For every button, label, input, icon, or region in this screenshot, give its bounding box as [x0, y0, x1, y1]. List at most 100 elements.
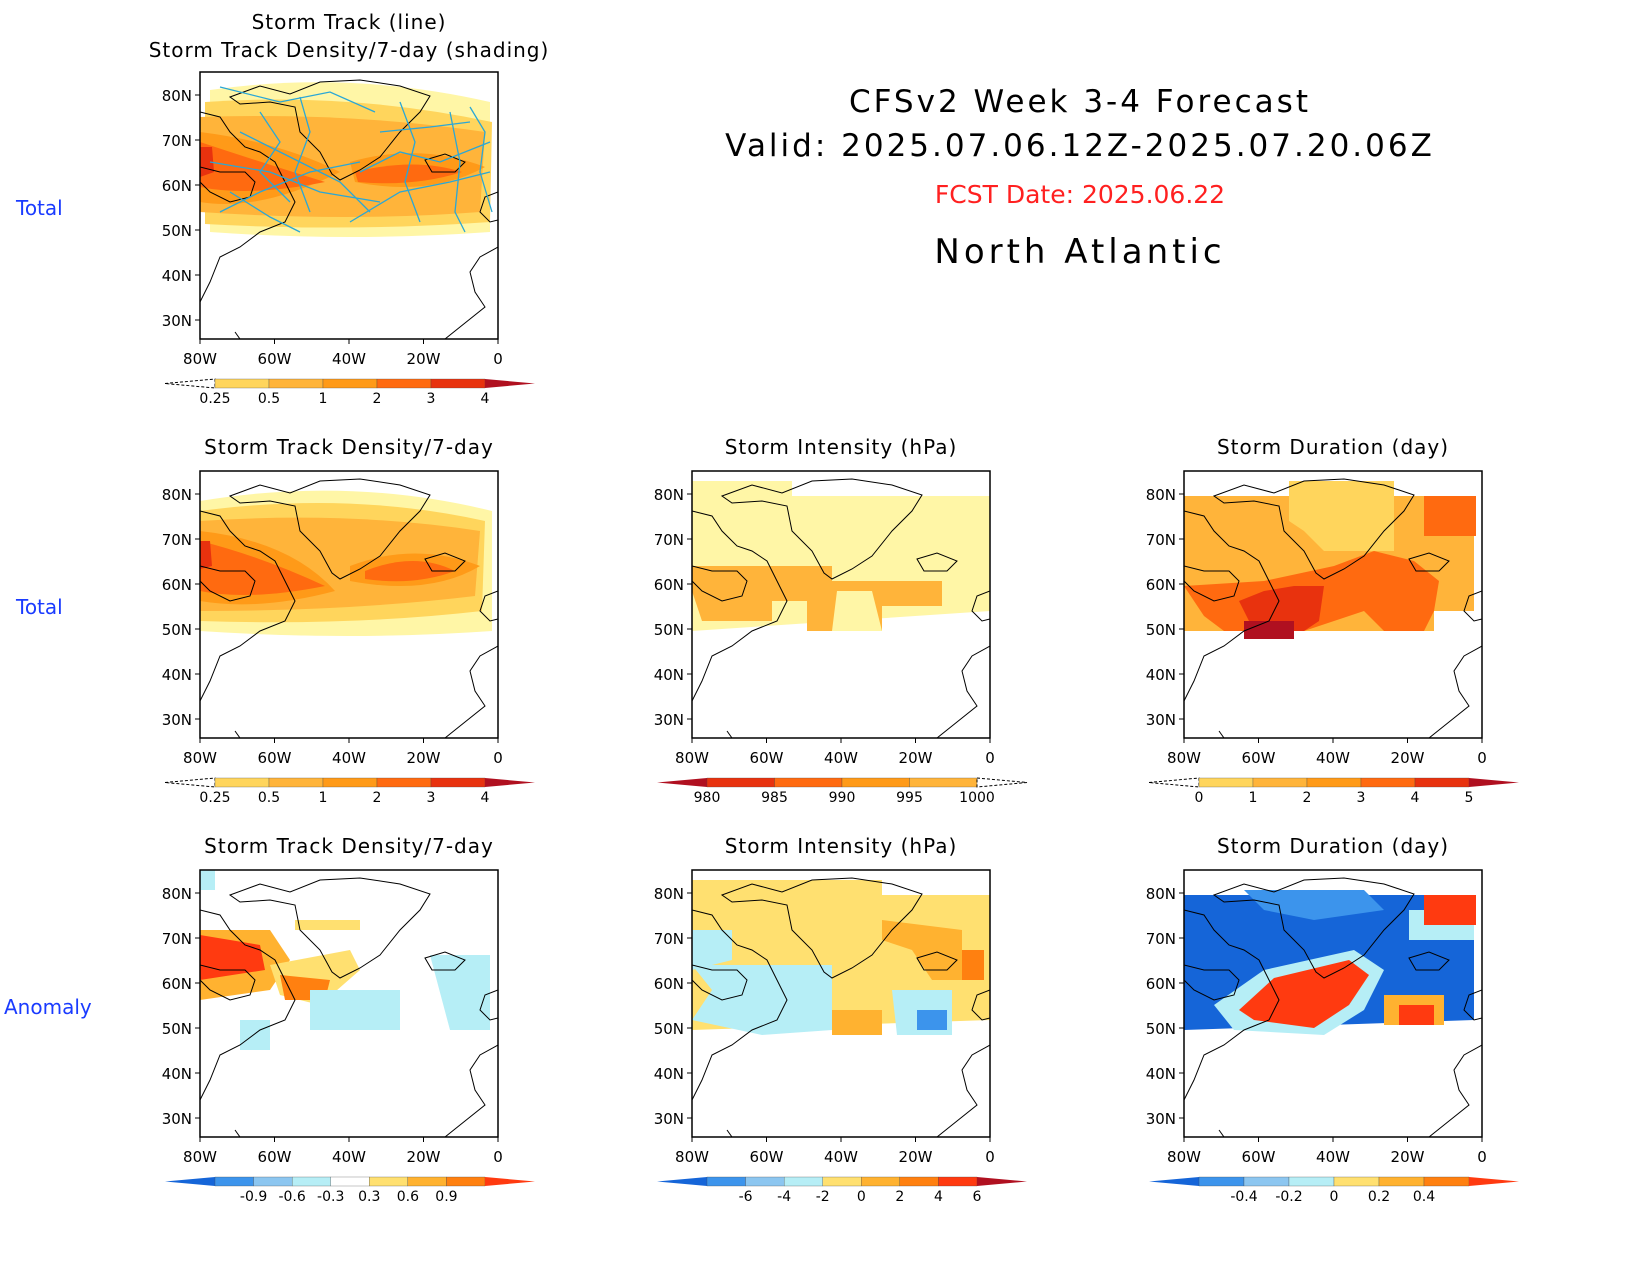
colorbar-bin	[1198, 1176, 1245, 1187]
lon-tick-label: 0	[493, 350, 503, 368]
colorbar-tick-label: 3	[427, 790, 436, 806]
storm-track-line	[294, 96, 311, 213]
colorbar-tick-label: 0.3	[358, 1189, 380, 1205]
shading-area	[1424, 895, 1476, 925]
colorbar-tick-label: 4	[481, 790, 490, 806]
lon-tick-label: 60W	[1242, 749, 1276, 767]
lat-tick-label: 30N	[162, 312, 192, 330]
lat-tick-label: 30N	[162, 711, 192, 729]
map-intensity-total: 80N 70N 60N 50N 40N 30N 80W 60W 40W 20W 0	[654, 470, 995, 767]
lon-tick-label: 0	[493, 1148, 503, 1166]
colorbar-bin	[899, 1176, 939, 1187]
storm-track-line	[209, 161, 381, 203]
lon-tick-label: 40W	[824, 749, 858, 767]
storm-track-line	[219, 86, 376, 113]
lon-tick-label: 20W	[899, 749, 933, 767]
coastline	[1428, 1044, 1482, 1137]
coastline	[720, 877, 923, 979]
colorbar-tick-label: 980	[694, 790, 721, 806]
colorbar-tick-label: -6	[739, 1189, 753, 1205]
lat-tick-label: 60N	[162, 576, 192, 594]
colorbar-tick-label: 4	[481, 391, 490, 407]
colorbar-bin	[430, 378, 486, 389]
colorbar-tick-label: 6	[973, 1189, 982, 1205]
lon-tick-label: 20W	[407, 350, 441, 368]
storm-track-line	[239, 131, 371, 213]
storm-track-line	[259, 111, 291, 203]
coastline	[234, 1129, 241, 1137]
colorbar-tick-label: 0.9	[435, 1189, 457, 1205]
lon-tick-label: 20W	[1391, 749, 1425, 767]
lat-tick-label: 50N	[162, 222, 192, 240]
map-duration-anom: 80N 70N 60N 50N 40N 30N 80W 60W 40W 20W 0	[1146, 869, 1487, 1166]
colorbar-bin	[214, 1176, 254, 1187]
coastline	[479, 191, 498, 223]
colorbar-tick-label: 1	[319, 391, 328, 407]
lat-tick-label: 70N	[162, 132, 192, 150]
storm-track-line	[349, 171, 491, 223]
storm-track-line	[219, 161, 361, 213]
colorbar-max-arrow	[485, 778, 535, 787]
coastline	[1184, 909, 1280, 1101]
colorbar-bin	[1306, 777, 1362, 788]
colorbar-bin	[745, 1176, 785, 1187]
row-label-anomaly: Anomaly	[4, 995, 92, 1019]
shading-area	[200, 541, 212, 569]
lon-tick-label: 20W	[899, 1148, 933, 1166]
colorbar-intensity-total: 980 985 990 995 1000	[657, 777, 1028, 806]
shaded-field	[1184, 877, 1482, 1137]
coastline	[971, 989, 990, 1021]
panel-title-intensity-anom: Storm Intensity (hPa)	[724, 834, 958, 858]
colorbar-tick-label: -0.2	[1275, 1189, 1302, 1205]
lon-tick-label: 80W	[675, 749, 709, 767]
coastline	[444, 645, 498, 738]
colorbar-tick-label: 2	[373, 391, 382, 407]
shading-area	[310, 990, 400, 1030]
colorbar-bin	[407, 1176, 447, 1187]
lat-tick-label: 40N	[1146, 1065, 1176, 1083]
panel-title-duration-anom: Storm Duration (day)	[1216, 834, 1450, 858]
colorbar-tick-label: 0.5	[258, 790, 280, 806]
colorbar-bin	[1360, 777, 1416, 788]
lon-tick-label: 80W	[183, 749, 217, 767]
colorbar-tick-label: 985	[761, 790, 788, 806]
lat-tick-label: 30N	[1146, 711, 1176, 729]
forecast-date: FCST Date: 2025.06.22	[934, 180, 1226, 209]
colorbar-tick-label: -0.6	[278, 1189, 305, 1205]
coastline	[726, 1129, 733, 1137]
region-name: North Atlantic	[934, 232, 1226, 272]
colorbar-max-arrow	[485, 1177, 535, 1186]
coastline	[1184, 565, 1240, 602]
coastline	[1212, 478, 1415, 580]
lon-tick-label: 0	[1477, 749, 1487, 767]
coastline	[936, 1044, 990, 1137]
shading-area	[962, 950, 984, 980]
lat-tick-label: 80N	[654, 885, 684, 903]
colorbar-max-arrow	[1469, 1177, 1519, 1186]
valid-period: Valid: 2025.07.06.12Z-2025.07.20.06Z	[725, 128, 1435, 164]
shading-area	[1244, 621, 1294, 639]
lon-tick-label: 20W	[407, 749, 441, 767]
shading-area	[200, 541, 325, 595]
coastline	[916, 951, 958, 971]
colorbar-bin	[369, 1176, 409, 1187]
panel-title-density-anom: Storm Track Density/7-day	[204, 834, 494, 858]
lat-tick-label: 70N	[654, 531, 684, 549]
colorbar-tick-label: -0.9	[240, 1189, 267, 1205]
colorbar-bin	[1423, 1176, 1470, 1187]
coastline	[234, 331, 241, 339]
colorbar-bin	[291, 1176, 331, 1187]
colorbar-tick-label: 1	[319, 790, 328, 806]
panel-title-track-total-sub: Storm Track Density/7-day (shading)	[148, 38, 550, 62]
lat-tick-label: 50N	[162, 621, 192, 639]
colorbar-max-arrow	[485, 379, 535, 388]
coastline	[1408, 951, 1450, 971]
shaded-field	[200, 870, 498, 1137]
shading-area	[1289, 481, 1394, 551]
colorbar-tick-label: -0.4	[1230, 1189, 1257, 1205]
colorbar-bin	[706, 777, 775, 788]
colorbar-min-arrow	[657, 1177, 707, 1186]
lat-tick-label: 70N	[1146, 531, 1176, 549]
lat-tick-label: 80N	[1146, 885, 1176, 903]
colorbar-tick-label: 0.2	[1368, 1189, 1390, 1205]
